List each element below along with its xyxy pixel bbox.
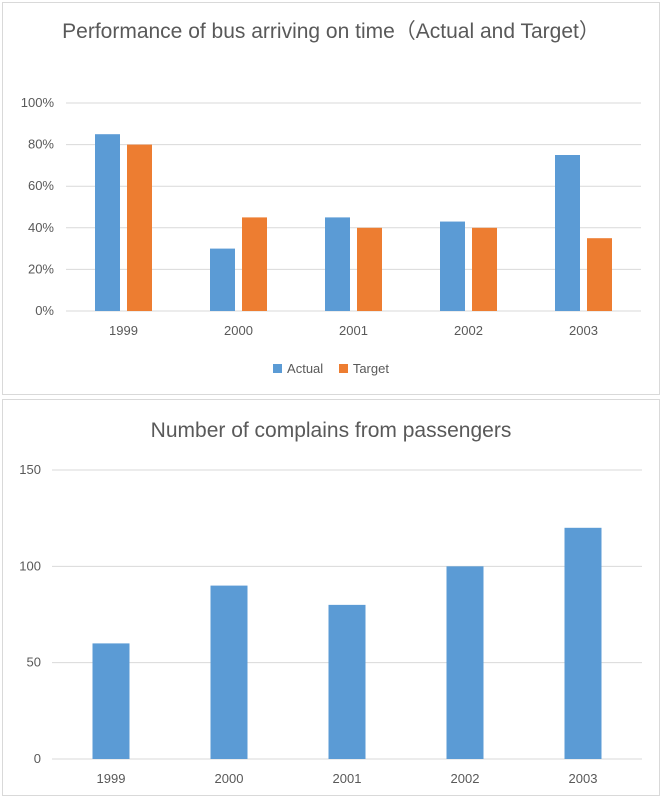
legend: Actual Target	[3, 361, 659, 376]
bar-actual-2003	[555, 155, 580, 311]
bar-actual-2000	[210, 248, 235, 311]
x-tick-label: 2001	[333, 771, 362, 786]
bar-series-2002	[446, 566, 484, 759]
chart-title: Number of complains from passengers	[150, 419, 512, 442]
chart-panel-performance: Performance of bus arriving on time（Actu…	[2, 2, 660, 395]
bar-target-2003	[587, 238, 612, 311]
y-tick-label: 40%	[28, 220, 54, 235]
x-tick-label: 2003	[569, 771, 598, 786]
bar-series-1999	[92, 643, 130, 759]
y-tick-label: 50	[27, 655, 41, 670]
bar-target-2002	[472, 227, 497, 311]
bar-actual-1999	[95, 134, 120, 311]
bar-target-1999	[127, 144, 152, 311]
x-tick-label: 2002	[451, 771, 480, 786]
x-tick-label: 1999	[109, 323, 138, 338]
bar-actual-2001	[325, 217, 350, 311]
x-tick-label: 2000	[215, 771, 244, 786]
x-tick-label: 1999	[97, 771, 126, 786]
y-tick-label: 20%	[28, 261, 54, 276]
legend-swatch-actual	[273, 364, 283, 373]
legend-label-target: Target	[352, 361, 389, 376]
legend-swatch-target	[338, 364, 348, 373]
y-tick-label: 100%	[21, 95, 55, 110]
legend-item-actual: Actual	[273, 361, 323, 376]
bar-series-2000	[210, 585, 248, 759]
bar-series-2003	[564, 527, 602, 759]
x-tick-label: 2000	[224, 323, 253, 338]
y-tick-label: 0%	[35, 303, 54, 318]
chart-panel-complaints: Number of complains from passengers 0 50 1…	[2, 399, 660, 796]
y-tick-label: 0	[34, 751, 41, 766]
legend-label-actual: Actual	[287, 361, 324, 376]
y-tick-label: 80%	[28, 137, 54, 152]
y-tick-label: 150	[19, 462, 41, 477]
x-tick-label: 2003	[569, 323, 598, 338]
y-tick-label: 60%	[28, 178, 54, 193]
y-tick-label: 100	[19, 558, 41, 573]
bar-chart-complaints: 0 50 100 150 1999 2000 2001 2002 2003	[19, 462, 642, 786]
bar-actual-2002	[440, 221, 465, 311]
legend-item-target: Target	[338, 361, 389, 376]
bar-target-2000	[242, 217, 267, 311]
bar-series-2001	[328, 604, 366, 759]
x-tick-label: 2001	[339, 323, 368, 338]
bar-chart-performance: 0% 20% 40% 60% 80% 100% 1999 2000 2001 2002 2003	[21, 95, 641, 338]
x-tick-label: 2002	[454, 323, 483, 338]
bar-target-2001	[357, 227, 382, 311]
chart-title: Performance of bus arriving on time（Actu…	[62, 20, 600, 43]
